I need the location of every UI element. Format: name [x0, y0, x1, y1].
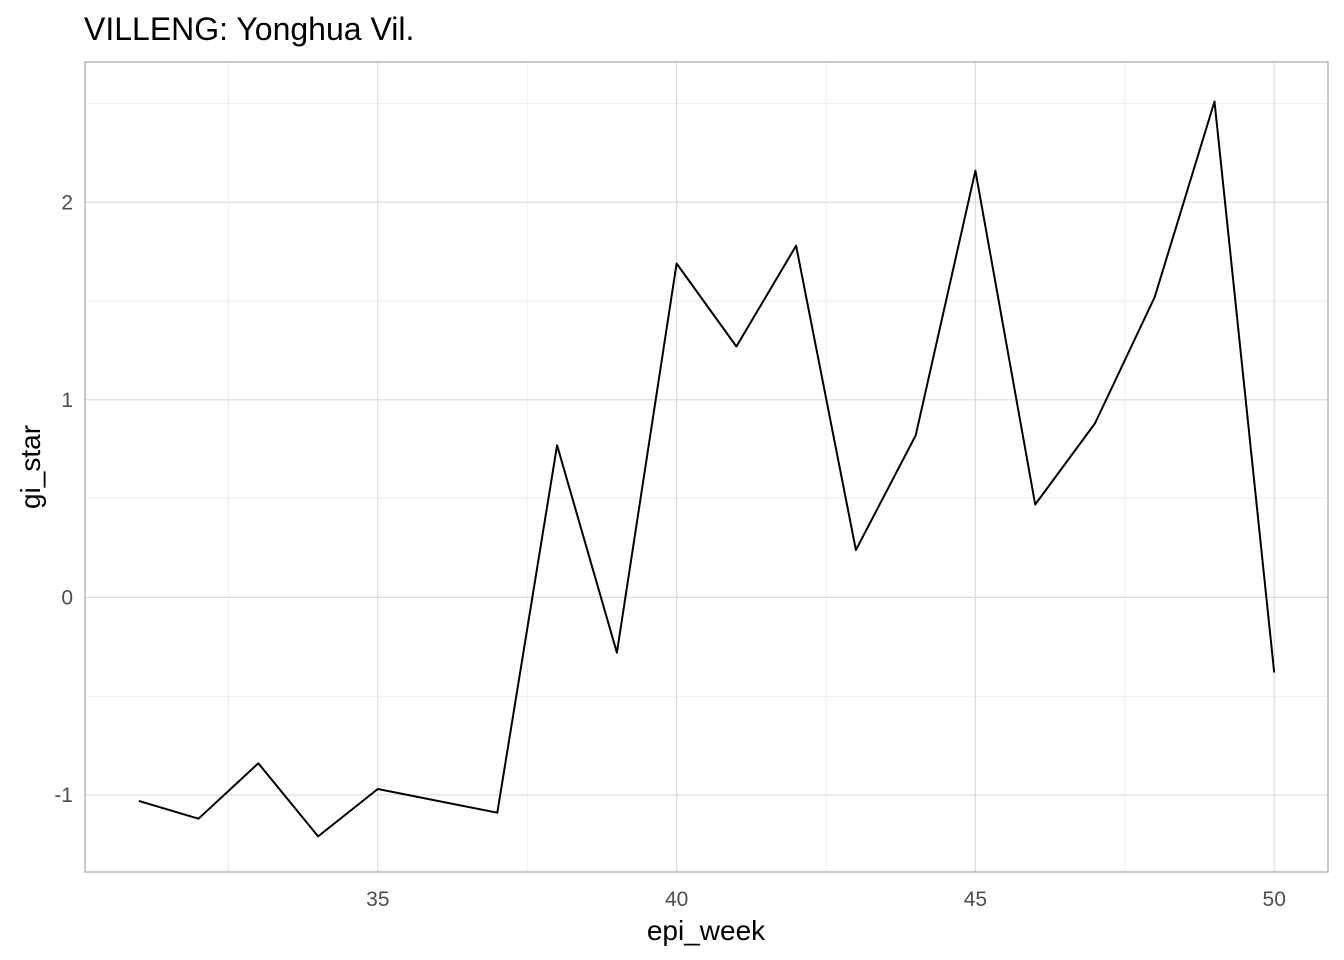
series-line — [139, 102, 1274, 837]
y-tick-label: -1 — [54, 784, 73, 807]
grid — [85, 62, 1328, 872]
tick-labels: 35 40 45 50 -1 0 1 2 — [54, 191, 1286, 911]
y-tick-label: 2 — [61, 191, 73, 214]
chart-title: VILLENG: Yonghua Vil. — [84, 11, 414, 47]
y-tick-label: 1 — [61, 389, 73, 412]
y-tick-label: 0 — [61, 586, 73, 609]
series-layer — [139, 102, 1274, 837]
x-tick-label: 40 — [665, 888, 688, 911]
panel-border — [85, 62, 1328, 872]
x-tick-label: 45 — [964, 888, 987, 911]
x-tick-label: 35 — [366, 888, 389, 911]
x-axis-title: epi_week — [647, 915, 766, 946]
y-axis-title: gi_star — [15, 425, 46, 509]
x-tick-label: 50 — [1263, 888, 1286, 911]
